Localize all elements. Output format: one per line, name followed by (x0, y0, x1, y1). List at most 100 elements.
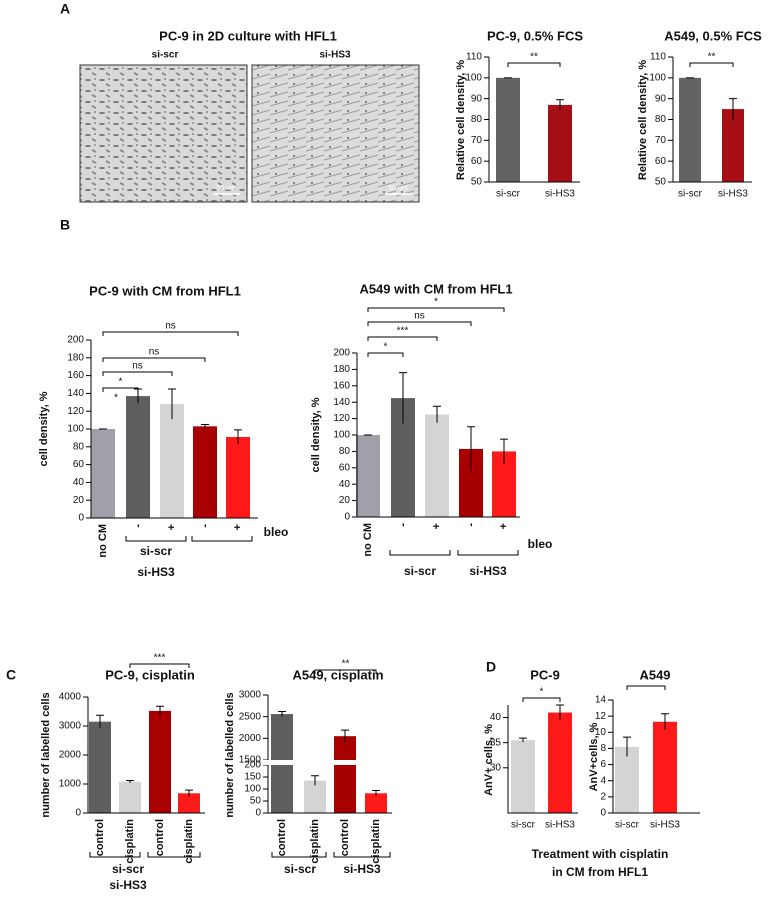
y-tick-label: 80 (73, 441, 85, 452)
x-tick-label: cisplatin (183, 819, 195, 864)
image-label: si-scr (152, 50, 179, 61)
significance: ns (149, 347, 160, 358)
bar (615, 746, 639, 813)
y-tick-label: 2500 (239, 711, 262, 722)
bar (356, 435, 380, 517)
x-tick-label: si-scr (615, 820, 640, 831)
error-bar (311, 775, 319, 786)
scale-label: 50 um (216, 185, 236, 192)
error-bar (156, 705, 164, 716)
y-tick-label: 140 (67, 388, 84, 399)
significance-bracket (367, 336, 438, 341)
x-tick-label: + (431, 523, 443, 529)
error-bar (556, 704, 564, 721)
bar (496, 77, 520, 182)
error-bar (433, 405, 441, 423)
significance: *** (397, 326, 409, 337)
x-tick-label: si-HS3 (650, 820, 680, 831)
error-bar (519, 737, 527, 743)
x-tick-label: cisplatin (309, 819, 321, 864)
y-tick-label: 120 (67, 406, 84, 417)
y-tick-label: 80 (471, 114, 483, 125)
y-tick-label: 4 (600, 775, 606, 786)
y-tick-label: 30 (490, 762, 502, 773)
bar (193, 426, 217, 518)
scale-label: 50 um (388, 185, 408, 192)
y-tick-label: 0 (255, 808, 261, 819)
group-bracket (125, 536, 187, 542)
bar (226, 437, 250, 518)
y-tick-label: 40 (73, 477, 85, 488)
group-brackets (89, 536, 519, 858)
error-bar (278, 710, 286, 717)
bar (89, 721, 111, 813)
y-tick-label: 60 (339, 462, 351, 473)
axis-break (262, 760, 392, 765)
y-tick-label: 70 (655, 135, 667, 146)
y-axis-label: cell density, % (38, 391, 50, 466)
bar (304, 780, 326, 813)
y-tick-label: 0 (600, 808, 606, 819)
significance-bracket (689, 62, 734, 67)
x-tick-label: + (166, 524, 178, 530)
x-tick-label: cisplatin (124, 819, 136, 864)
x-tick-label: si-scr (496, 189, 521, 200)
error-bar (467, 426, 475, 472)
error-bar (399, 372, 407, 424)
bar (511, 740, 535, 813)
y-tick-label: 2 (600, 791, 606, 802)
significance: * (119, 377, 123, 388)
significance-bracket (367, 307, 505, 312)
y-tick-label: 50 (655, 177, 667, 188)
bar (119, 781, 141, 813)
y-tick-label: 110 (466, 52, 482, 63)
x-tick-label: si-scr (511, 820, 536, 831)
group-bracket (271, 852, 327, 858)
image-label: si-HS3 (319, 50, 351, 61)
axis (90, 340, 258, 519)
axis (488, 57, 580, 183)
significance: ** (708, 52, 716, 63)
error-bar (661, 713, 669, 730)
significance-bracket (367, 321, 472, 326)
y-tick-label: 1500 (239, 755, 262, 766)
y-tick-label: 8 (600, 743, 606, 754)
y-tick-label: 90 (655, 93, 667, 104)
bar (365, 793, 387, 813)
y-tick-label: 0 (344, 512, 350, 523)
y-tick-label: 6 (600, 759, 606, 770)
error-bar (126, 780, 134, 783)
significance: ns (165, 321, 176, 332)
y-axis-label: number of labelled cells (224, 692, 236, 817)
group-label: si-HS3 (343, 862, 381, 876)
bar (679, 77, 701, 182)
error-bar (234, 429, 242, 445)
group-label: bleo (264, 525, 289, 539)
group-label: si-scr (404, 564, 436, 578)
y-tick-label: 200 (67, 335, 84, 346)
bar (425, 414, 449, 517)
y-tick-label: 60 (655, 156, 667, 167)
y-tick-label: 80 (339, 446, 351, 457)
y-tick-label: 3000 (59, 721, 82, 732)
error-bar (556, 99, 564, 111)
y-tick-label: 20 (73, 495, 85, 506)
y-tick-label: 50 (471, 177, 483, 188)
significance: ** (530, 52, 538, 63)
group-label: bleo (528, 537, 553, 551)
significance-bracket (102, 357, 206, 362)
y-tick-label: 90 (471, 93, 483, 104)
y-tick-label: 12 (595, 711, 607, 722)
figure-title: PC-9 in 2D culture with HFL1 (159, 28, 337, 43)
y-tick-label: 3000 (239, 690, 262, 701)
chart-title: A549 (639, 667, 670, 682)
axis (672, 57, 752, 183)
group-bracket (147, 852, 201, 858)
x-tick-label: - (397, 523, 409, 527)
error-bar (500, 438, 508, 464)
significance: * (644, 675, 648, 686)
y-tick-label: 140 (333, 397, 350, 408)
group-label: si-scr (112, 862, 144, 876)
y-tick-label: 40 (490, 712, 502, 723)
